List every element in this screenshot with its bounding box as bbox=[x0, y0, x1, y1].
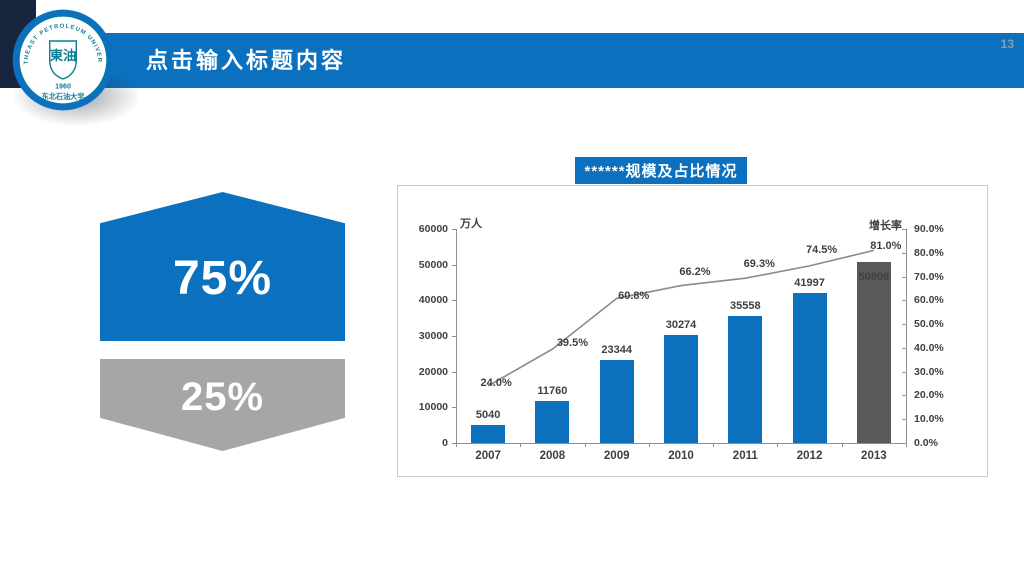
right-axis-tick bbox=[902, 419, 906, 421]
year-label: 2007 bbox=[475, 450, 501, 462]
logo-founded-year: 1960 bbox=[55, 83, 71, 91]
right-axis-tick bbox=[902, 443, 906, 444]
right-axis-tick bbox=[902, 300, 906, 302]
logo-shield bbox=[48, 40, 78, 80]
right-axis-tick-label: 50.0% bbox=[914, 318, 944, 331]
x-axis-tick bbox=[648, 443, 650, 447]
right-axis-tick-label: 80.0% bbox=[914, 246, 944, 259]
left-axis-tick-label: 10000 bbox=[418, 401, 448, 414]
right-axis-tick-label: 0.0% bbox=[914, 437, 938, 449]
year-label: 2008 bbox=[539, 450, 566, 462]
left-axis-tick-label: 60000 bbox=[418, 223, 448, 235]
header-bar: 点击输入标题内容 13 bbox=[0, 33, 1024, 88]
right-axis-tick-label: 40.0% bbox=[914, 341, 944, 354]
logo-inner-circle-line bbox=[18, 15, 108, 105]
left-axis-tick bbox=[452, 371, 456, 373]
bar bbox=[599, 359, 634, 443]
right-axis-line bbox=[906, 229, 907, 443]
year-label: 2009 bbox=[603, 450, 630, 462]
right-axis-tick bbox=[902, 371, 906, 373]
bar bbox=[471, 425, 506, 443]
bar bbox=[792, 293, 827, 443]
right-axis-tick-label: 70.0% bbox=[914, 270, 944, 283]
x-axis-tick bbox=[906, 443, 907, 447]
left-axis-tick bbox=[452, 407, 456, 409]
left-axis-tick bbox=[452, 264, 456, 266]
right-axis-tick bbox=[902, 229, 906, 230]
logo-ring-text-cn: 东北石油大学 bbox=[42, 92, 85, 101]
year-label: 2013 bbox=[861, 450, 887, 462]
left-axis-tick-label: 30000 bbox=[418, 330, 448, 342]
chart-plot: 0 10000 20000 30000 40000 50000 60000 0.0% 10.0%… bbox=[398, 186, 987, 476]
percentage-shape-primary: 75% bbox=[100, 192, 345, 341]
x-axis-tick bbox=[584, 443, 586, 447]
bar-value-label: 11760 bbox=[537, 385, 568, 398]
slide-title: 点击输入标题内容 bbox=[146, 48, 347, 73]
chart-title-box: ******规模及占比情况 bbox=[575, 157, 747, 184]
primary-percentage-label: 75% bbox=[172, 252, 273, 305]
bar-value-label: 35558 bbox=[729, 300, 761, 313]
x-axis-line bbox=[456, 443, 906, 444]
right-axis-tick bbox=[902, 276, 906, 278]
right-axis-tick-label: 90.0% bbox=[914, 223, 944, 235]
x-axis-tick bbox=[520, 443, 522, 447]
right-axis-tick bbox=[902, 347, 906, 349]
bar bbox=[728, 316, 763, 443]
right-axis-tick-label: 30.0% bbox=[914, 365, 944, 378]
university-logo: NORTHEAST PETROLEUM UNIVERSITY 東油 1960 东… bbox=[6, 3, 114, 111]
left-axis-tick bbox=[452, 336, 456, 337]
year-label: 2010 bbox=[668, 450, 694, 462]
left-axis-tick-label: 0 bbox=[442, 437, 448, 449]
left-axis-tick bbox=[452, 229, 456, 230]
bar-value-label: 5040 bbox=[475, 409, 501, 422]
bar-value-label: 41997 bbox=[794, 277, 825, 290]
secondary-percentage-label: 25% bbox=[180, 374, 265, 419]
line-point-label: 69.3% bbox=[743, 258, 775, 271]
x-axis-tick bbox=[713, 443, 715, 447]
bar bbox=[535, 401, 570, 443]
x-axis-tick bbox=[777, 443, 779, 447]
growth-line bbox=[487, 249, 875, 387]
chart-title-text: ******规模及占比情况 bbox=[584, 163, 738, 180]
year-label: 2011 bbox=[732, 450, 758, 462]
line-point-label: 60.8% bbox=[618, 290, 650, 303]
line-point-label: 24.0% bbox=[480, 376, 512, 389]
left-axis-tick bbox=[452, 443, 456, 444]
bar-value-label: 50806 bbox=[858, 270, 890, 283]
x-axis-tick bbox=[456, 443, 457, 447]
bar bbox=[856, 261, 891, 443]
right-axis-tick-label: 60.0% bbox=[914, 294, 944, 307]
left-axis-tick-label: 40000 bbox=[418, 294, 448, 307]
bar-value-label: 30274 bbox=[665, 319, 697, 332]
line-point-label: 66.2% bbox=[679, 265, 711, 278]
logo-inner-disc bbox=[19, 16, 107, 104]
line-point-label: 74.5% bbox=[805, 243, 838, 256]
right-axis-tick bbox=[902, 324, 906, 326]
year-label: 2012 bbox=[796, 450, 823, 462]
line-point-label: 81.0% bbox=[870, 240, 902, 253]
logo-center-text: 東油 bbox=[50, 47, 77, 63]
page-number: 13 bbox=[1000, 37, 1014, 51]
left-axis-line bbox=[456, 229, 457, 443]
left-axis-tick-label: 50000 bbox=[418, 258, 448, 271]
bar-value-label: 23344 bbox=[601, 343, 632, 356]
percentage-shape-secondary: 25% bbox=[100, 359, 345, 451]
left-axis-tick bbox=[452, 300, 456, 302]
bar bbox=[664, 335, 698, 443]
right-axis-tick-label: 20.0% bbox=[914, 389, 944, 402]
right-axis-title: 增长率 bbox=[869, 220, 902, 232]
x-axis-tick bbox=[841, 443, 843, 447]
chart-card: 0 10000 20000 30000 40000 50000 60000 0.0% 10.0%… bbox=[397, 185, 988, 477]
line-point-label: 39.5% bbox=[556, 337, 589, 350]
right-axis-tick bbox=[902, 395, 906, 397]
left-axis-title: 万人 bbox=[460, 218, 482, 230]
right-axis-tick-label: 10.0% bbox=[914, 413, 944, 426]
left-axis-tick-label: 20000 bbox=[418, 365, 448, 378]
right-axis-tick bbox=[902, 252, 906, 254]
